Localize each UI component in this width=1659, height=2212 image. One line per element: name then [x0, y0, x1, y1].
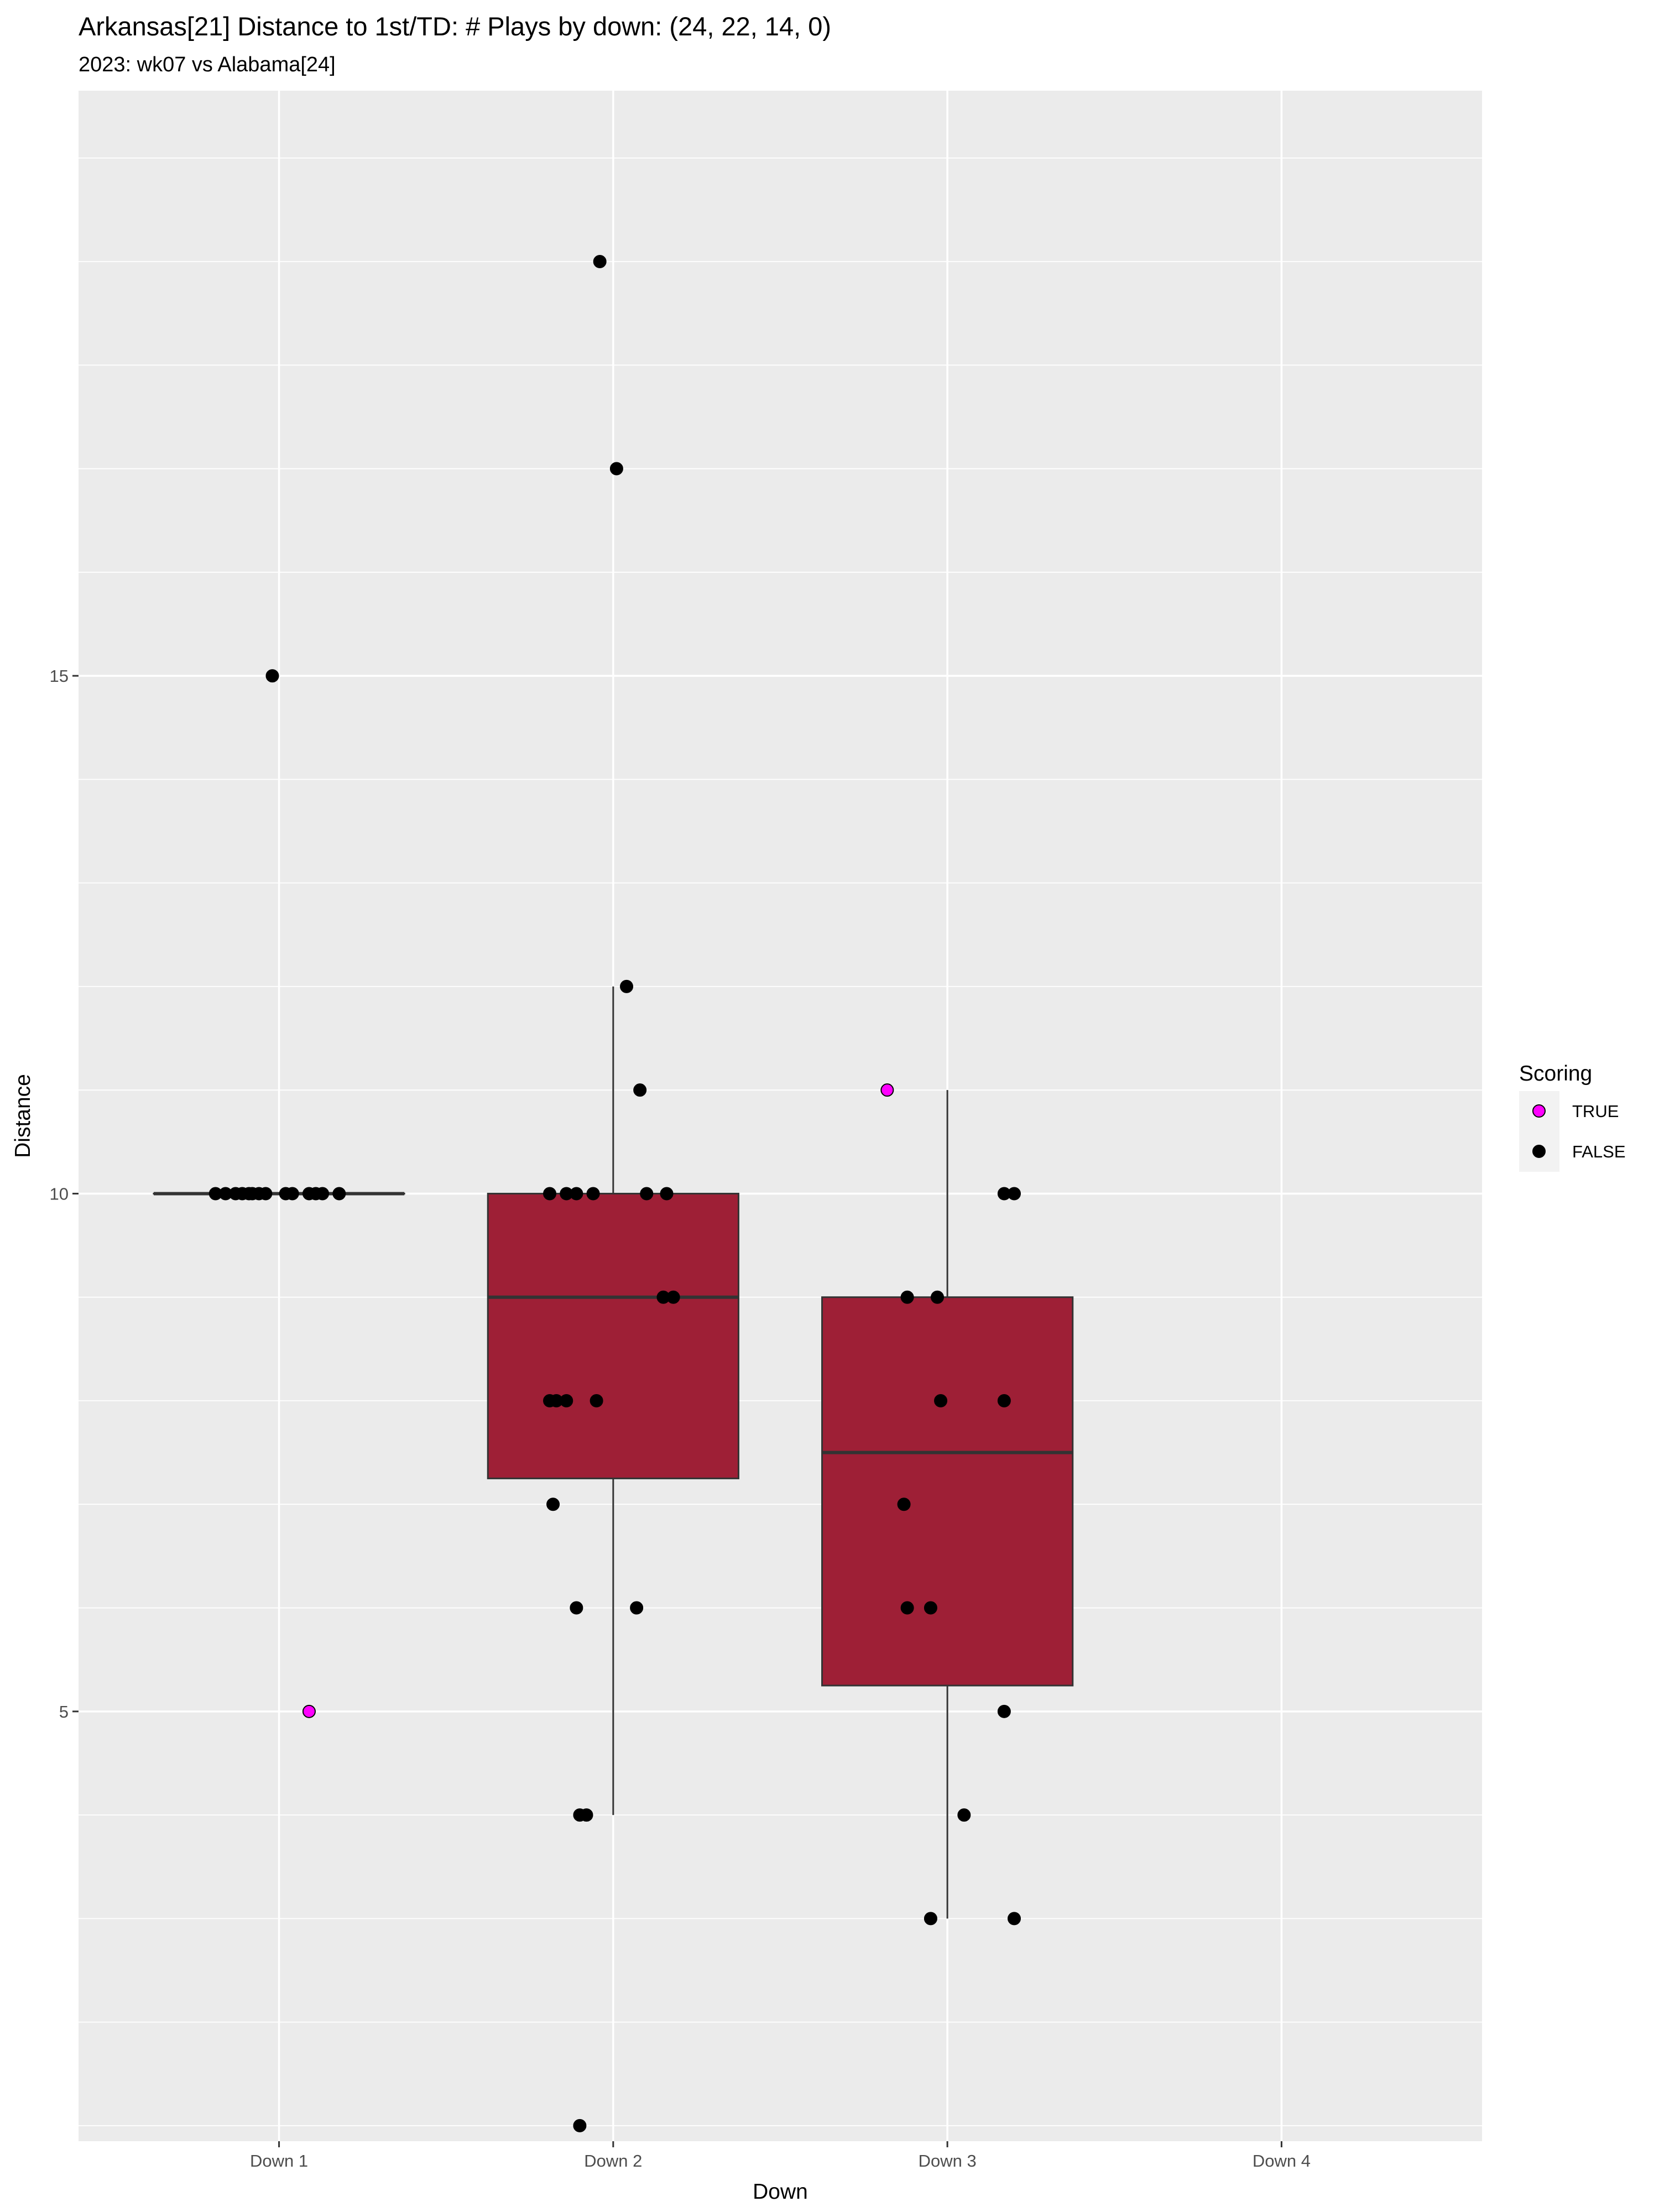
legend: Scoring TRUE FALSE — [1519, 1062, 1626, 1172]
data-point — [997, 1704, 1011, 1718]
data-point — [285, 1187, 299, 1201]
data-point — [633, 1083, 647, 1097]
legend-key-point — [1532, 1145, 1546, 1158]
chart-title: Arkansas[21] Distance to 1st/TD: # Plays… — [79, 12, 831, 41]
data-point — [573, 2119, 587, 2132]
data-point — [1008, 1912, 1021, 1926]
box-iqr — [487, 1192, 739, 1479]
data-point — [609, 462, 623, 476]
box-iqr — [821, 1296, 1074, 1687]
data-point — [924, 1912, 937, 1926]
data-point — [957, 1808, 971, 1822]
data-point — [640, 1187, 654, 1201]
x-axis-title: Down — [753, 2180, 808, 2204]
y-tick-label: 5 — [59, 1702, 69, 1721]
x-tick-label: Down 2 — [584, 2151, 642, 2171]
data-point — [1008, 1187, 1021, 1201]
data-point — [543, 1187, 557, 1201]
data-point — [332, 1187, 346, 1201]
data-point — [924, 1601, 937, 1615]
data-point — [316, 1187, 330, 1201]
data-point — [997, 1394, 1011, 1407]
data-point — [660, 1187, 674, 1201]
data-point — [546, 1498, 560, 1511]
data-point — [259, 1187, 273, 1201]
data-point — [934, 1394, 948, 1407]
x-tick-label: Down 4 — [1253, 2151, 1311, 2171]
legend-label: TRUE — [1572, 1102, 1619, 1121]
y-tick-label: 15 — [50, 666, 69, 686]
boxplot-layer — [153, 986, 1074, 1919]
data-point — [897, 1498, 911, 1511]
data-point — [880, 1083, 894, 1097]
points-layer — [208, 255, 1021, 2132]
data-point — [900, 1290, 914, 1304]
legend-key-point — [1532, 1104, 1546, 1118]
data-point — [560, 1394, 573, 1407]
data-point — [302, 1704, 316, 1718]
data-point — [570, 1601, 583, 1615]
minor-gridlines — [79, 157, 1482, 2126]
data-point — [586, 1187, 600, 1201]
data-point — [580, 1808, 593, 1822]
y-axis-title: Distance — [11, 1074, 35, 1158]
legend-label: FALSE — [1572, 1142, 1626, 1161]
data-point — [570, 1187, 583, 1201]
data-point — [931, 1290, 945, 1304]
data-point — [630, 1601, 644, 1615]
x-tick-label: Down 3 — [919, 2151, 977, 2171]
chart-subtitle: 2023: wk07 vs Alabama[24] — [79, 53, 336, 76]
legend-title: Scoring — [1519, 1062, 1592, 1086]
data-point — [589, 1394, 603, 1407]
data-point — [265, 669, 279, 683]
y-tick-label: 10 — [50, 1184, 69, 1203]
x-tick-label: Down 1 — [250, 2151, 308, 2171]
data-point — [620, 979, 634, 993]
data-point — [593, 255, 607, 268]
plot-panel — [79, 91, 1482, 2141]
y-axis: 5 10 15 — [50, 666, 79, 1721]
x-axis: Down 1 Down 2 Down 3 Down 4 — [250, 2141, 1311, 2171]
data-point — [666, 1290, 680, 1304]
data-point — [900, 1601, 914, 1615]
